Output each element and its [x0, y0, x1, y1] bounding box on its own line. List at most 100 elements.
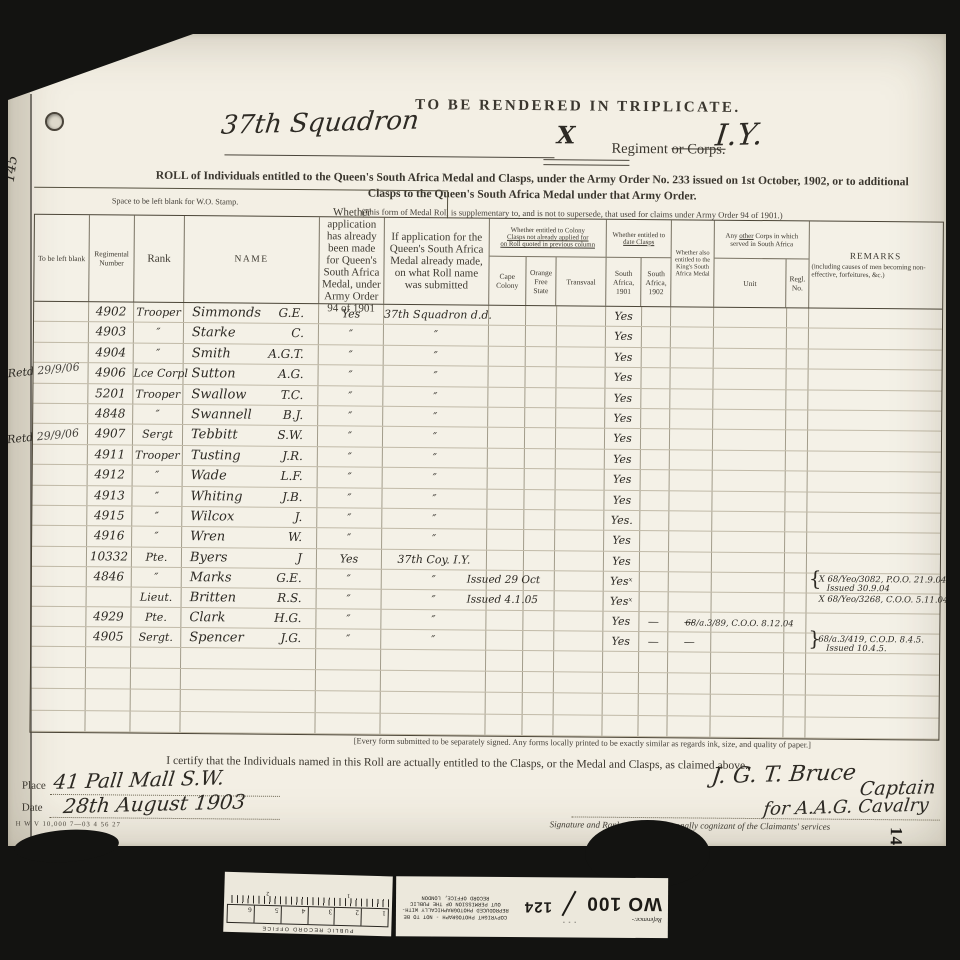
cell-cape-colony	[487, 468, 525, 489]
cell-transvaal	[556, 326, 606, 347]
cell-transvaal	[553, 650, 604, 672]
cell-ksa-medal	[667, 651, 712, 673]
cell-ksa-medal	[670, 307, 715, 328]
header-whether-applied: Whether application has already been mad…	[319, 206, 385, 315]
document-content: TO BE RENDERED IN TRIPLICATE. 37th Squad…	[1, 33, 949, 856]
cell-remarks: } 68/a.3/419, C.O.D. 8.4.5. Issued 10.4.…	[806, 626, 938, 654]
cell-blank	[32, 485, 88, 506]
cell-orange-free-state	[522, 650, 555, 672]
remark-line-1	[820, 433, 940, 434]
cell-rank: Pte.	[131, 607, 182, 627]
header-orange-free-state: Orange Free State	[525, 257, 558, 306]
remark-line-1	[820, 474, 940, 475]
black-border-right	[946, 0, 960, 960]
cell-remarks	[808, 390, 940, 411]
cell-remarks	[809, 329, 941, 350]
cell-roll-submitted: ″	[383, 325, 489, 346]
pro-reference-label: Reference:- WO 100 - - - 124 COPYRIGHT P…	[222, 871, 669, 939]
black-border-left	[0, 0, 8, 960]
header-regimental-number: Regimental Number	[89, 215, 135, 302]
cell-rank: ″	[132, 526, 183, 547]
cell-sa-1901: Yes	[605, 408, 642, 429]
x-underline-2	[543, 164, 630, 166]
cell-cape-colony	[488, 305, 527, 326]
cell-unit	[710, 716, 784, 738]
cell-ksa-medal	[667, 694, 711, 716]
cell-surname: Simmonds	[192, 305, 262, 321]
cell-blank	[31, 586, 87, 606]
cell-orange-free-state	[525, 326, 557, 347]
remark-line-2	[819, 514, 939, 515]
cell-roll-submitted: ″	[382, 529, 488, 550]
cell-sa-1902: —	[639, 631, 669, 651]
cell-unit	[712, 450, 786, 471]
cell-initials	[301, 691, 315, 711]
remark-line-2	[819, 535, 939, 536]
film-edge-strip	[8, 34, 30, 846]
cell-unit	[712, 470, 786, 491]
cell-blank	[31, 606, 87, 626]
cell-remarks	[808, 451, 940, 472]
cell-surname: Britten	[189, 589, 237, 606]
cell-sa-1901: Yes	[604, 490, 641, 510]
cell-surname	[181, 648, 301, 669]
cell-surname: Spencer	[189, 629, 244, 646]
cell-orange-free-state	[524, 530, 556, 550]
cell-name: Sutton A.G.	[183, 364, 319, 385]
cell-transvaal	[555, 510, 605, 530]
cell-blank	[33, 342, 89, 363]
header-cape-colony: Cape Colony	[489, 256, 527, 306]
cell-whether-applied	[315, 648, 382, 670]
cell-rank: ″	[133, 343, 184, 364]
cell-name: Wren W.	[182, 527, 318, 548]
cell-regimental-number: 4929	[86, 606, 132, 627]
cell-roll-submitted: ″	[382, 467, 488, 489]
remark-brace: {	[808, 566, 822, 591]
cell-sa-1902	[640, 449, 670, 470]
cell-rank: ″	[132, 486, 183, 506]
header-other-corps-label: Any other Corps in which served in South…	[714, 220, 809, 260]
cell-regimental-number	[86, 586, 132, 607]
cell-orange-free-state	[524, 489, 556, 510]
cell-blank	[31, 626, 87, 646]
cell-regimental-number: 4911	[87, 444, 133, 465]
cell-regimental-number: 4916	[87, 526, 133, 547]
remark-line-1	[818, 615, 938, 616]
cell-remarks	[808, 370, 940, 391]
squadron-x-mark: X	[556, 120, 576, 150]
cell-name: Tebbitt S.W.	[182, 425, 319, 446]
cell-initials: J.G.	[280, 630, 302, 645]
cell-sa-1901: Yes	[604, 469, 641, 490]
cell-transvaal	[553, 672, 603, 693]
copyright-notice: COPYRIGHT PHOTOGRAPH - NOT TO BE REPRODU…	[401, 894, 509, 920]
remark-line-2	[820, 453, 940, 454]
cell-transvaal	[556, 387, 606, 408]
cell-rank: Pte.	[131, 547, 183, 567]
remark-line-1	[820, 413, 940, 414]
cell-rank	[130, 647, 182, 668]
cell-whether-applied: ″	[318, 344, 384, 365]
regiment-label: Regiment or Corps.	[611, 140, 726, 158]
cell-sa-1901	[602, 672, 639, 694]
remark-line-2	[821, 372, 941, 373]
cell-blank	[30, 710, 86, 732]
cell-remarks	[808, 472, 940, 493]
header-roll-submitted: If application for the Queen's South Afr…	[384, 217, 490, 305]
cell-rank	[130, 668, 181, 690]
cell-regl-no	[783, 674, 806, 695]
cell-orange-free-state	[524, 428, 557, 449]
cell-ksa-medal	[670, 388, 714, 409]
cell-ksa-medal	[670, 348, 714, 368]
cell-ksa-medal	[668, 571, 712, 592]
date-label: Date	[21, 801, 43, 814]
cell-cape-colony	[488, 326, 526, 346]
slash-mark	[561, 891, 577, 917]
cell-initials	[301, 670, 315, 690]
cell-cape-colony	[488, 407, 526, 428]
cell-unit	[712, 491, 786, 512]
cell-orange-free-state	[524, 469, 556, 489]
cell-roll-submitted: ″	[383, 406, 489, 428]
cell-blank	[30, 667, 86, 689]
cell-sa-1901	[602, 693, 639, 715]
cell-surname	[181, 690, 301, 711]
